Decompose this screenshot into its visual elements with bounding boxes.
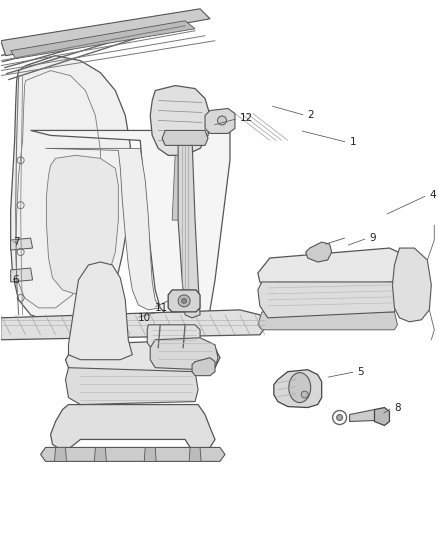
Polygon shape (95, 447, 106, 462)
Circle shape (218, 116, 226, 125)
Polygon shape (162, 131, 208, 146)
Polygon shape (11, 55, 130, 325)
Text: 10: 10 (138, 313, 152, 323)
Polygon shape (1, 310, 265, 340)
Polygon shape (150, 338, 218, 370)
Text: 8: 8 (395, 402, 401, 413)
Polygon shape (274, 370, 321, 408)
Text: 1: 1 (350, 138, 356, 148)
Text: 2: 2 (308, 110, 314, 120)
Text: 9: 9 (370, 233, 376, 243)
Polygon shape (144, 447, 156, 462)
Text: 4: 4 (429, 190, 436, 200)
Text: 5: 5 (357, 367, 364, 377)
Polygon shape (168, 290, 200, 312)
Polygon shape (46, 155, 118, 295)
Polygon shape (258, 282, 397, 318)
Polygon shape (350, 409, 379, 422)
Ellipse shape (289, 373, 311, 402)
Polygon shape (54, 447, 67, 462)
Polygon shape (41, 447, 225, 462)
Text: 12: 12 (240, 114, 253, 124)
Circle shape (301, 391, 308, 398)
Polygon shape (11, 21, 195, 59)
Polygon shape (66, 340, 220, 375)
Polygon shape (11, 268, 32, 282)
Polygon shape (392, 248, 431, 322)
Polygon shape (306, 242, 332, 262)
Polygon shape (31, 131, 230, 322)
Polygon shape (192, 358, 215, 376)
Circle shape (178, 295, 190, 307)
Text: 7: 7 (13, 237, 19, 247)
Polygon shape (66, 368, 198, 405)
Polygon shape (258, 312, 397, 330)
Polygon shape (150, 86, 210, 155)
Polygon shape (374, 408, 389, 425)
Circle shape (182, 298, 187, 303)
Polygon shape (258, 248, 414, 290)
Polygon shape (205, 109, 235, 133)
Polygon shape (178, 140, 200, 318)
Text: 6: 6 (13, 275, 19, 285)
Polygon shape (11, 238, 32, 250)
Polygon shape (50, 405, 215, 449)
Polygon shape (68, 262, 132, 360)
Polygon shape (1, 9, 210, 55)
Polygon shape (189, 447, 201, 462)
Text: 11: 11 (155, 303, 169, 313)
Circle shape (337, 415, 343, 421)
Polygon shape (46, 148, 160, 310)
Polygon shape (147, 325, 200, 347)
Polygon shape (172, 155, 182, 220)
